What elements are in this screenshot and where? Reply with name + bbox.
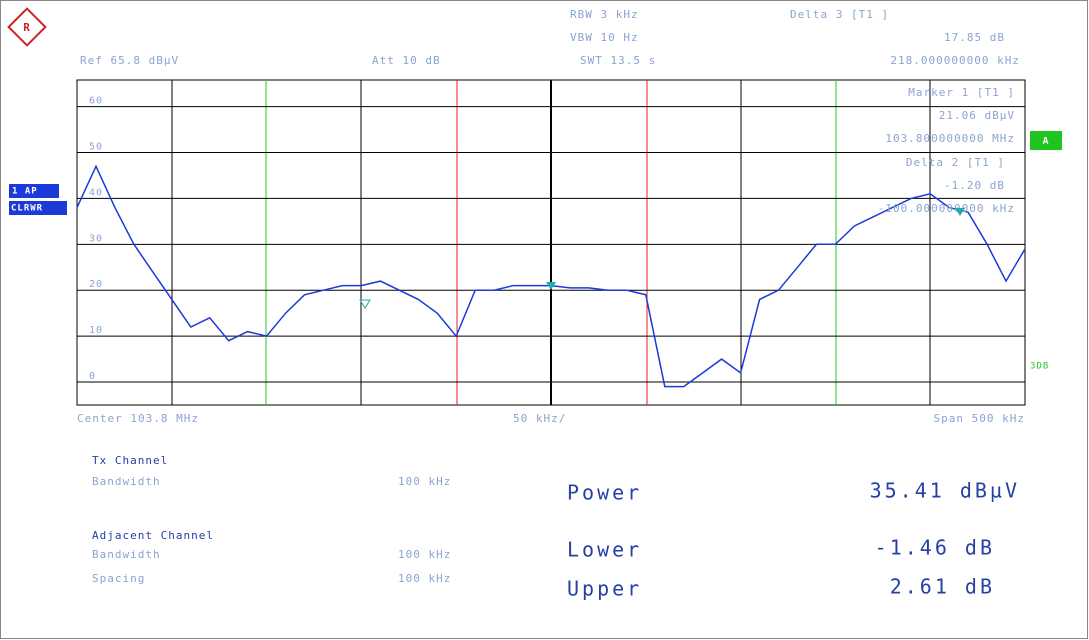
svg-text:R: R: [23, 21, 31, 34]
trace-badge: [9, 184, 59, 198]
div: 50 kHz/: [513, 412, 566, 425]
trace-id: 1 AP: [12, 187, 38, 197]
3db-label: 3DB: [1030, 362, 1049, 372]
y-tick-label: 40: [89, 187, 103, 198]
adj-bw: 100 kHz: [398, 548, 451, 561]
v-grid: [171, 80, 931, 405]
vbw: VBW 10 Hz: [570, 31, 639, 44]
adj-sp: 100 kHz: [398, 572, 451, 585]
marker-pos: 103.800000000 MHz: [885, 132, 1015, 145]
lower: -1.46 dB: [875, 536, 995, 560]
a-label: A: [1042, 136, 1049, 147]
tx-title: Tx Channel: [92, 454, 168, 467]
swt: SWT 13.5 s: [580, 54, 656, 67]
power-label: Power: [567, 481, 642, 505]
ref: Ref 65.8 dBµV: [80, 54, 179, 67]
marker-symbols: [359, 208, 965, 309]
att: Att 10 dB: [372, 54, 441, 67]
y-tick-label: 20: [89, 279, 103, 290]
marker-pos: -100.000000000 kHz: [878, 202, 1015, 215]
marker-label: Delta 3 [T1 ]: [790, 8, 889, 21]
y-tick-label: 10: [89, 325, 103, 336]
a-badge: [1030, 131, 1062, 150]
marker-level: -1.20 dB: [944, 179, 1005, 192]
upper: 2.61 dB: [890, 575, 995, 599]
y-tick-label: 50: [89, 142, 103, 153]
trace-mode: CLRWR: [11, 204, 43, 214]
span: Span 500 kHz: [934, 412, 1025, 425]
logo: R: [7, 7, 47, 47]
adj-sp-label: Spacing: [92, 572, 145, 585]
marker-level: 21.06 dBµV: [939, 109, 1015, 122]
tx-bw-label: Bandwidth: [92, 475, 161, 488]
y-tick-label: 60: [89, 96, 103, 107]
upper-label: Upper: [567, 577, 642, 601]
adj-title: Adjacent Channel: [92, 529, 214, 542]
y-tick-label: 30: [89, 233, 103, 244]
power: 35.41 dBµV: [870, 479, 1020, 503]
y-tick-label: 0: [89, 371, 96, 382]
adj-bw-label: Bandwidth: [92, 548, 161, 561]
center: Center 103.8 MHz: [77, 412, 199, 425]
tx-bw: 100 kHz: [398, 475, 451, 488]
mode-badge: [9, 201, 67, 215]
marker-level: 17.85 dB: [944, 31, 1005, 44]
marker-label: Delta 2 [T1 ]: [906, 156, 1005, 169]
marker-pos: 218.000000000 kHz: [890, 54, 1020, 67]
rbw: RBW 3 kHz: [570, 8, 639, 21]
lower-label: Lower: [567, 538, 642, 562]
marker-label: Marker 1 [T1 ]: [908, 86, 1015, 99]
